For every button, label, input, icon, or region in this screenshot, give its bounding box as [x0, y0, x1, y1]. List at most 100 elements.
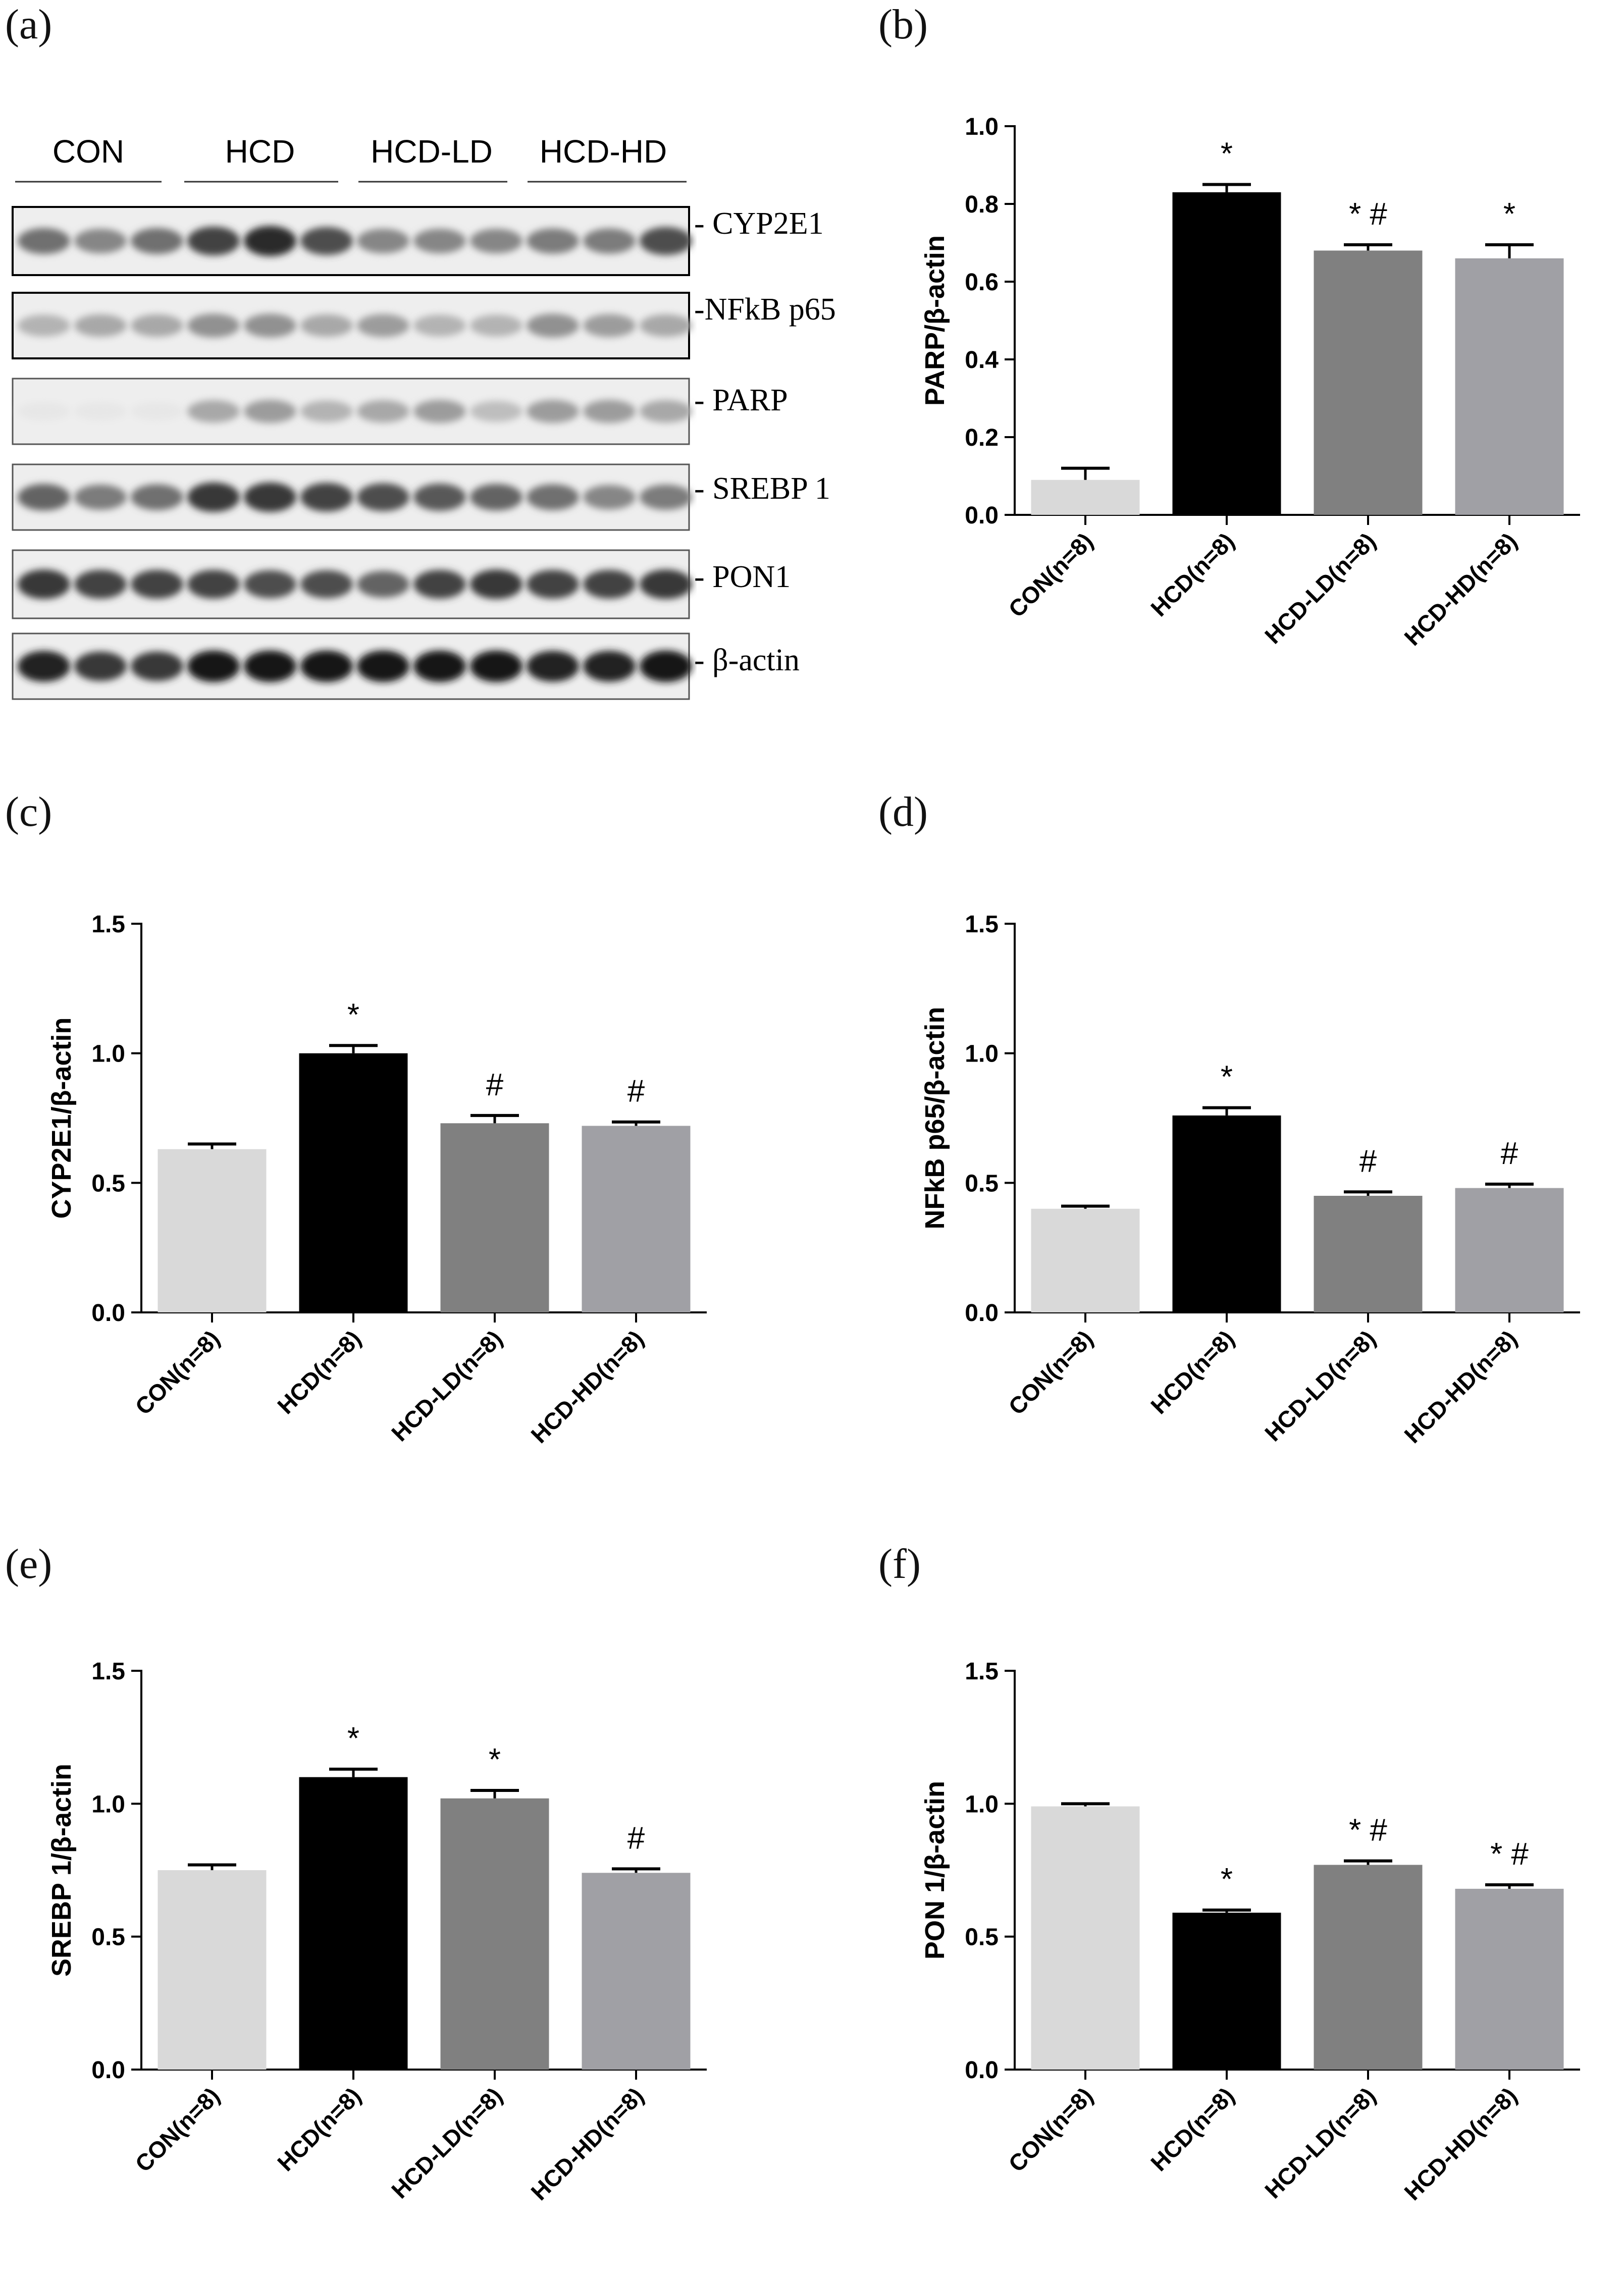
y-axis-label: CYP2E1/β-actin	[46, 1017, 77, 1219]
chart-panel-d: NFkB p65/β-actin 0.0 0.5 1.0 1.5 CON(n=8) * HCD…	[888, 888, 1615, 1547]
blot-band	[300, 400, 353, 422]
chart-panel-b: PARP/β-actin 0.0 0.2 0.4 0.6 0.8 1.0 CON(n=8) * H…	[888, 91, 1615, 750]
bar-chart-parp: PARP/β-actin 0.0 0.2 0.4 0.6 0.8 1.0 CON(n=8) * H…	[920, 114, 1580, 651]
blot-protein-labels: - CYP2E1 -NFkB p65 - PARP - SREBP 1 - PO…	[694, 0, 896, 707]
blot-band	[640, 227, 692, 255]
blot-band	[527, 651, 579, 682]
blot-label-srebp1: - SREBP 1	[694, 471, 830, 506]
x-tick-label: CON(n=8)	[1003, 527, 1098, 622]
blot-band	[187, 482, 240, 512]
blot-band	[413, 314, 466, 337]
blot-band	[300, 570, 353, 599]
blot-band	[413, 229, 466, 253]
blot-band	[470, 229, 522, 253]
bar-HCD-LD(n=8)	[1314, 1196, 1423, 1312]
x-tick-label: HCD(n=8)	[272, 2082, 366, 2176]
significance-marker: *	[1221, 1862, 1233, 1897]
blot-label-parp: - PARP	[694, 383, 788, 417]
bar-HCD(n=8)	[299, 1777, 408, 2070]
panel-label-b: (b)	[878, 1, 928, 48]
bar-HCD-LD(n=8)	[1314, 250, 1423, 515]
significance-marker: *	[1221, 137, 1233, 172]
y-tick-label: 1.0	[965, 114, 999, 140]
x-tick-label: HCD-HD(n=8)	[1399, 1325, 1522, 1448]
blot-band	[18, 569, 70, 599]
blot-band	[74, 402, 127, 421]
blot-band	[187, 650, 240, 682]
x-tick-label: HCD-LD(n=8)	[1260, 527, 1381, 649]
significance-marker: * #	[1490, 1837, 1529, 1872]
bar-HCD-LD(n=8)	[440, 1798, 549, 2070]
blot-band	[413, 570, 466, 599]
blot-band	[131, 314, 183, 337]
y-tick-label: 1.5	[965, 1658, 999, 1685]
bar-HCD-HD(n=8)	[1455, 258, 1564, 515]
significance-marker: #	[486, 1068, 504, 1102]
bar-CON(n=8)	[1031, 1806, 1140, 2070]
blot-band	[18, 228, 70, 254]
blot-band	[18, 651, 70, 682]
blot-band	[583, 651, 636, 682]
significance-marker: *	[347, 997, 359, 1032]
significance-marker: *	[1503, 197, 1515, 232]
blot-band	[131, 570, 183, 599]
x-tick-label: HCD(n=8)	[1145, 527, 1239, 621]
x-tick-label: CON(n=8)	[1003, 2082, 1098, 2177]
blot-band	[74, 651, 127, 681]
panel-label-e: (e)	[5, 1541, 53, 1588]
blot-band	[470, 569, 522, 599]
blot-band	[357, 650, 409, 682]
blot-label-cyp2e1: - CYP2E1	[694, 206, 824, 241]
y-tick-label: 1.0	[965, 1041, 999, 1068]
blot-band	[583, 228, 636, 254]
y-tick-label: 0.4	[965, 347, 999, 374]
y-tick-label: 0.0	[965, 2057, 999, 2084]
blot-band	[470, 314, 522, 337]
blot-band	[583, 400, 636, 423]
y-tick-label: 0.0	[91, 2057, 125, 2084]
chart-panel-c: CYP2E1/β-actin 0.0 0.5 1.0 1.5 CON(n=8) * HCD(n…	[15, 888, 742, 1547]
blot-band	[74, 570, 127, 599]
chart-panel-f: PON 1/β-actin 0.0 0.5 1.0 1.5 CON(n=8) * HCD(n=…	[888, 1635, 1615, 2274]
y-tick-label: 0.5	[965, 1924, 999, 1951]
significance-marker: #	[1501, 1136, 1518, 1171]
blot-band	[640, 569, 692, 599]
y-tick-label: 1.5	[91, 911, 125, 938]
blot-label-nfkb: -NFkB p65	[694, 292, 836, 327]
y-tick-label: 0.0	[965, 1300, 999, 1327]
y-axis-label: SREBP 1/β-actin	[46, 1764, 77, 1977]
x-tick-label: HCD(n=8)	[272, 1325, 366, 1419]
blot-band	[527, 228, 579, 254]
blot-band	[413, 650, 466, 682]
x-tick-label: CON(n=8)	[130, 2082, 225, 2177]
blot-band	[413, 400, 466, 423]
x-tick-label: HCD-HD(n=8)	[1399, 2082, 1522, 2205]
blot-band	[527, 484, 579, 510]
blot-band	[244, 400, 296, 423]
x-tick-label: CON(n=8)	[130, 1325, 225, 1420]
blot-band	[244, 226, 296, 256]
x-tick-label: HCD(n=8)	[1145, 2082, 1239, 2176]
bar-CON(n=8)	[158, 1870, 267, 2070]
blot-band	[300, 650, 353, 682]
blot-band	[74, 314, 127, 337]
significance-marker: #	[627, 1821, 645, 1856]
blot-label-pon1: - PON1	[694, 560, 791, 594]
blot-group-hcd: HCD	[225, 133, 295, 170]
y-tick-label: 0.5	[965, 1170, 999, 1197]
significance-marker: * #	[1349, 1813, 1387, 1848]
y-axis-label: NFkB p65/β-actin	[920, 1007, 950, 1229]
significance-marker: #	[627, 1074, 645, 1109]
blot-group-hcd-ld: HCD-LD	[371, 133, 493, 170]
blot-band	[357, 483, 409, 511]
x-tick-label: HCD-LD(n=8)	[1260, 2082, 1381, 2203]
y-tick-label: 1.5	[91, 1658, 125, 1685]
y-tick-label: 0.0	[91, 1300, 125, 1327]
blot-band	[18, 314, 70, 337]
bar-HCD(n=8)	[1172, 1913, 1281, 2070]
y-tick-label: 0.2	[965, 425, 999, 451]
blot-band	[244, 482, 296, 512]
western-blot-panel: CON HCD HCD-LD HCD-HD	[10, 131, 697, 707]
blot-group-con: CON	[53, 133, 124, 170]
x-tick-label: HCD-LD(n=8)	[386, 2082, 507, 2203]
